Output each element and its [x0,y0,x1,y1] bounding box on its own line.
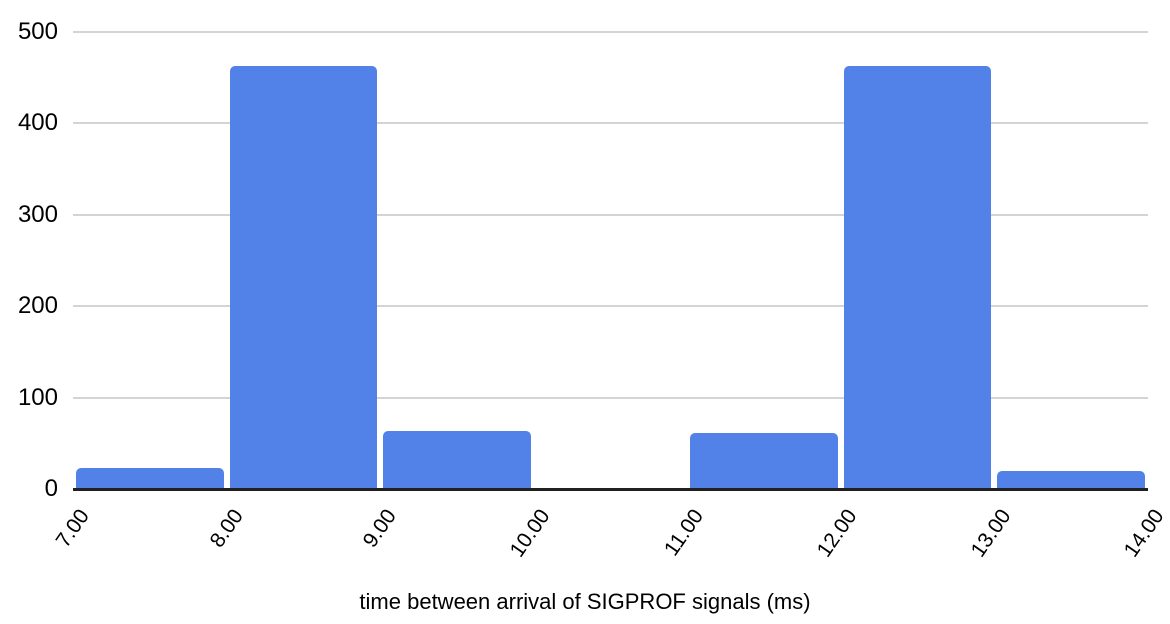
y-tick-label-200: 200 [17,292,58,319]
x-tick-label-text: 11.00 [660,505,709,561]
gridline-200 [73,305,1148,307]
x-tick-label-text: 8.00 [205,505,248,552]
histogram-bar-11.00-12.00 [690,433,838,489]
gridline-300 [73,213,1148,216]
x-tick-label-13.00: 13.00 [866,499,1015,561]
x-tick-label-9.00: 9.00 [252,499,401,552]
x-tick-label-12.00: 12.00 [713,499,862,561]
histogram-bar-7.00-8.00 [76,467,224,489]
histogram-bar-8.00-9.00 [229,66,378,489]
x-tick-label-8.00: 8.00 [99,499,247,552]
x-axis-title: time between arrival of SIGPROF signals … [359,589,811,614]
x-tick-label-text: 7.00 [51,505,95,552]
gridline-100 [73,396,1148,399]
x-tick-label-text: 14.00 [1120,505,1170,562]
y-tick-label-300: 300 [17,200,58,228]
x-tick-label-10.00: 10.00 [406,499,555,561]
y-tick-label-500: 500 [17,17,58,45]
x-tick-label-text: 12.00 [812,505,862,562]
y-tick-label-400: 400 [17,109,58,136]
x-tick-label-11.00: 11.00 [559,499,708,560]
histogram-bar-12.00-13.00 [843,66,992,489]
gridline-400 [73,122,1148,124]
x-tick-label-text: 13.00 [966,505,1016,562]
y-tick-label-0: 0 [44,475,58,502]
y-tick-label-100: 100 [17,383,58,411]
gridline-500 [73,30,1148,33]
histogram-bar-9.00-10.00 [383,431,531,489]
histogram-bar-13.00-14.00 [997,470,1145,489]
x-axis-line [73,488,1148,491]
x-tick-label-text: 10.00 [505,505,555,562]
x-tick-label-7.00: 7.00 [0,499,94,552]
x-tick-label-text: 9.00 [358,505,402,552]
x-tick-label-14.00: 14.00 [1020,499,1169,561]
